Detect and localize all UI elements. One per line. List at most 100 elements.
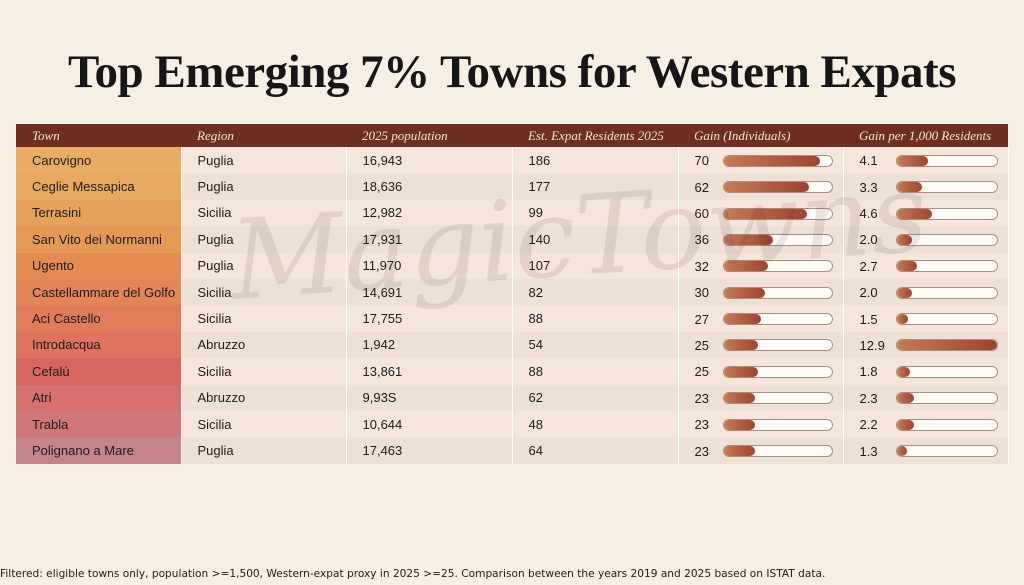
cell-town: San Vito dei Normanni [16, 226, 182, 253]
gain-bar [722, 233, 833, 246]
gain-bar-fill [723, 393, 756, 404]
cell-region: Sicilia [181, 358, 347, 385]
table-row: Terrasini Sicilia 12,982 99 60 4.6 [16, 199, 1009, 227]
cell-gain: 70 [678, 147, 844, 174]
gain-bar [722, 339, 833, 352]
column-header-region: Region [181, 124, 346, 147]
gain-per-1000-value: 2.0 [859, 285, 878, 301]
gain-value: 60 [694, 206, 709, 221]
footnote: Filtered: eligible towns only, populatio… [0, 568, 826, 580]
cell-gain: 25 [678, 358, 844, 385]
gain-per-1000-value: 4.1 [859, 153, 878, 169]
table-row: Cefalù Sicilia 13,861 88 25 1.8 [16, 358, 1009, 385]
cell-town: Aci Castello [16, 305, 182, 332]
gain-per-1000-value: 12.9 [859, 337, 885, 353]
table-row: Polignano a Mare Puglia 17,463 64 23 1.3 [16, 437, 1009, 464]
gain-per-1000-bar-fill [896, 419, 914, 430]
cell-expats: 186 [512, 147, 679, 174]
cell-gain-per-1000: 1.5 [843, 305, 1009, 332]
gain-per-1000-value: 2.0 [859, 232, 878, 248]
cell-region: Sicilia [181, 410, 347, 438]
cell-expats: 64 [512, 437, 679, 464]
cell-gain: 27 [678, 305, 844, 332]
gain-bar [722, 365, 833, 378]
cell-gain-per-1000: 1.3 [843, 437, 1009, 464]
cell-gain-per-1000: 2.3 [843, 384, 1009, 411]
cell-expats: 99 [512, 199, 679, 227]
gain-bar-fill [723, 234, 774, 245]
cell-gain-per-1000: 2.0 [843, 226, 1009, 253]
gain-value: 32 [694, 258, 709, 274]
table-body: Carovigno Puglia 16,943 186 70 4.1 Ceglie Mess… [16, 147, 1009, 464]
gain-value: 23 [694, 417, 709, 433]
cell-region: Puglia [181, 147, 347, 174]
cell-gain: 32 [678, 252, 844, 279]
gain-per-1000-bar-fill [896, 366, 911, 377]
gain-bar [722, 445, 833, 458]
table-row: Ugento Puglia 11,970 107 32 2.7 [16, 252, 1009, 279]
gain-bar-fill [723, 155, 821, 166]
cell-gain: 23 [678, 384, 844, 411]
table-row: Ceglie Messapica Puglia 18,636 177 62 3.3 [16, 173, 1009, 200]
cell-expats: 48 [512, 410, 679, 438]
cell-region: Sicilia [181, 305, 347, 332]
gain-value: 25 [694, 337, 709, 353]
gain-per-1000-bar-fill [896, 393, 915, 404]
gain-bar-fill [723, 366, 759, 377]
table-row: Castellammare del Golfo Sicilia 14,691 82 30… [16, 278, 1009, 306]
gain-per-1000-bar-fill [896, 261, 918, 272]
gain-per-1000-bar [895, 365, 998, 378]
cell-expats: 107 [512, 252, 679, 279]
cell-population: 1,942 [346, 331, 513, 359]
gain-bar-fill [723, 419, 756, 430]
cell-gain-per-1000: 4.1 [843, 147, 1009, 174]
cell-region: Puglia [181, 226, 347, 253]
cell-region: Puglia [181, 173, 347, 200]
gain-per-1000-value: 4.6 [859, 206, 878, 221]
cell-town: Ugento [16, 252, 182, 279]
gain-bar [722, 418, 833, 431]
column-header-gain: Gain (Individuals) [678, 124, 843, 147]
cell-population: 11,970 [346, 252, 513, 279]
cell-region: Puglia [181, 437, 347, 464]
gain-per-1000-bar-fill [896, 287, 912, 298]
gain-per-1000-bar [895, 418, 998, 431]
gain-per-1000-bar-fill [896, 155, 929, 166]
cell-gain: 62 [678, 173, 844, 200]
gain-bar [722, 392, 833, 405]
column-header-population: 2025 population [346, 124, 512, 147]
cell-region: Sicilia [181, 199, 347, 227]
gain-value: 36 [694, 232, 709, 248]
gain-per-1000-bar-fill [896, 234, 912, 245]
gain-bar-fill [723, 261, 768, 272]
gain-bar [722, 260, 833, 273]
gain-value: 23 [694, 443, 709, 459]
cell-population: 14,691 [346, 278, 513, 306]
gain-per-1000-bar [895, 286, 998, 299]
cell-expats: 88 [512, 358, 679, 385]
gain-per-1000-value: 3.3 [859, 179, 878, 195]
gain-per-1000-value: 1.3 [859, 443, 878, 459]
gain-bar-fill [723, 287, 766, 298]
cell-population: 17,463 [346, 437, 513, 464]
cell-population: 10,644 [346, 410, 513, 438]
gain-per-1000-value: 2.3 [859, 390, 878, 406]
cell-population: 17,755 [346, 305, 513, 332]
table-header-row: Town Region 2025 population Est. Expat R… [16, 124, 1008, 147]
cell-expats: 54 [512, 331, 679, 359]
gain-bar-fill [723, 208, 807, 219]
gain-value: 70 [694, 153, 709, 169]
gain-bar [722, 313, 833, 326]
table-row: Carovigno Puglia 16,943 186 70 4.1 [16, 147, 1009, 174]
cell-population: 9,93S [346, 384, 513, 411]
cell-town: Introdacqua [16, 331, 182, 359]
cell-town: Trabla [16, 410, 182, 438]
gain-per-1000-bar [895, 313, 998, 326]
cell-population: 12,982 [346, 199, 513, 227]
cell-region: Sicilia [181, 278, 347, 306]
gain-per-1000-bar [895, 154, 998, 167]
gain-per-1000-bar-fill [896, 208, 933, 219]
cell-gain: 60 [678, 199, 844, 227]
page-title: Top Emerging 7% Towns for Western Expats [68, 46, 956, 98]
gain-per-1000-bar-fill [896, 314, 909, 325]
